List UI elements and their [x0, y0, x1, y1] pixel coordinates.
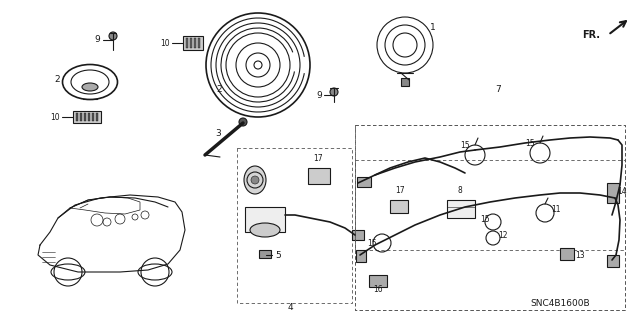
- Ellipse shape: [82, 83, 98, 91]
- FancyBboxPatch shape: [88, 113, 90, 121]
- Text: 12: 12: [498, 231, 508, 240]
- FancyBboxPatch shape: [76, 113, 78, 121]
- Text: 13: 13: [575, 250, 584, 259]
- Circle shape: [239, 118, 247, 126]
- Text: 10: 10: [51, 113, 60, 122]
- FancyBboxPatch shape: [198, 38, 200, 48]
- Ellipse shape: [244, 166, 266, 194]
- FancyBboxPatch shape: [390, 200, 408, 213]
- FancyBboxPatch shape: [259, 250, 271, 258]
- Text: 2: 2: [216, 85, 222, 94]
- Text: 16: 16: [373, 286, 383, 294]
- Text: 1: 1: [430, 24, 436, 33]
- Text: SNC4B1600B: SNC4B1600B: [530, 299, 590, 308]
- FancyBboxPatch shape: [356, 250, 366, 262]
- Text: 10: 10: [161, 39, 170, 48]
- FancyBboxPatch shape: [190, 38, 192, 48]
- Text: 5: 5: [275, 250, 281, 259]
- Text: 9: 9: [316, 91, 322, 100]
- Text: 2: 2: [54, 76, 60, 85]
- FancyBboxPatch shape: [308, 168, 330, 184]
- Text: 8: 8: [458, 186, 462, 195]
- Text: 15: 15: [460, 141, 470, 150]
- Ellipse shape: [51, 264, 85, 280]
- Text: 15: 15: [367, 239, 377, 248]
- Circle shape: [109, 32, 117, 40]
- Circle shape: [330, 88, 338, 96]
- Ellipse shape: [250, 223, 280, 237]
- Text: 9: 9: [94, 35, 100, 44]
- Text: 15: 15: [525, 139, 535, 148]
- Text: 3: 3: [215, 129, 221, 137]
- FancyBboxPatch shape: [357, 177, 371, 187]
- FancyBboxPatch shape: [447, 200, 475, 218]
- FancyBboxPatch shape: [607, 255, 619, 267]
- Text: FR.: FR.: [582, 30, 600, 40]
- Text: 4: 4: [287, 302, 293, 311]
- FancyBboxPatch shape: [401, 78, 409, 86]
- Text: 7: 7: [495, 85, 501, 94]
- Text: 11: 11: [551, 205, 561, 214]
- FancyBboxPatch shape: [80, 113, 82, 121]
- Text: 14: 14: [617, 188, 627, 197]
- Ellipse shape: [138, 264, 172, 280]
- FancyBboxPatch shape: [73, 111, 101, 123]
- FancyBboxPatch shape: [96, 113, 98, 121]
- FancyBboxPatch shape: [607, 183, 619, 203]
- FancyBboxPatch shape: [186, 38, 188, 48]
- Circle shape: [251, 176, 259, 184]
- FancyBboxPatch shape: [245, 207, 285, 232]
- FancyBboxPatch shape: [92, 113, 94, 121]
- Text: 17: 17: [313, 154, 323, 163]
- FancyBboxPatch shape: [194, 38, 196, 48]
- Text: 17: 17: [395, 186, 405, 195]
- FancyBboxPatch shape: [183, 36, 203, 50]
- FancyBboxPatch shape: [560, 248, 574, 260]
- FancyBboxPatch shape: [352, 230, 364, 240]
- FancyBboxPatch shape: [84, 113, 86, 121]
- FancyBboxPatch shape: [369, 275, 387, 287]
- Text: 15: 15: [481, 216, 490, 225]
